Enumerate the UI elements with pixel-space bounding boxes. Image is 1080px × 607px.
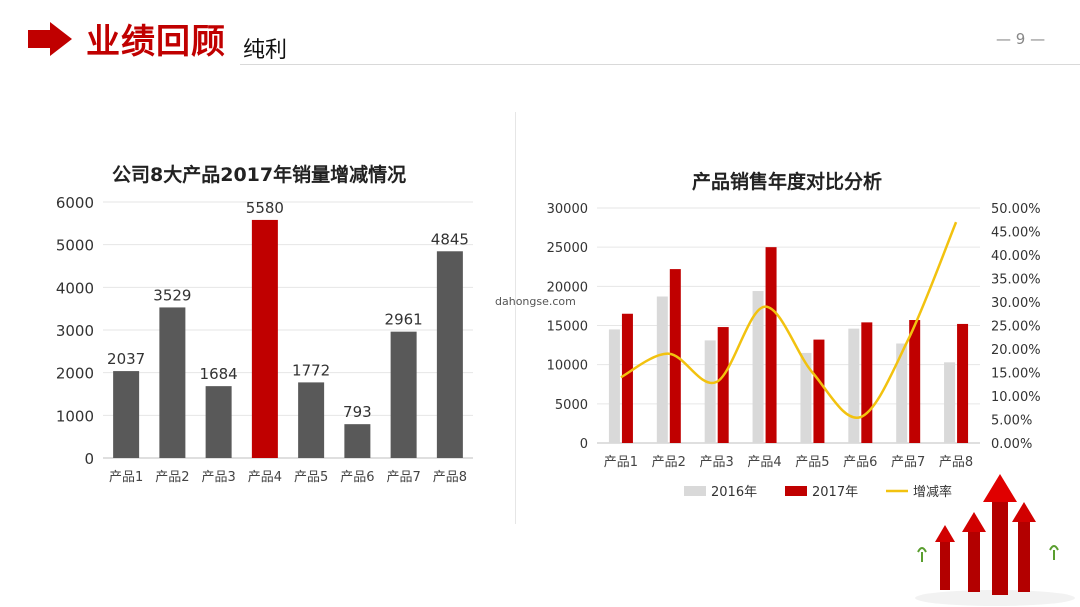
chart2-y-tick-label: 15000	[547, 320, 588, 335]
chart2-y-tick-label: 25000	[547, 241, 588, 256]
chart2-bar-2016	[800, 352, 812, 443]
chart2-y-tick-label: 30000	[547, 202, 588, 217]
chart1-bar	[390, 331, 417, 458]
chart2-y-tick-label: 5000	[555, 398, 588, 413]
chart1-data-label: 1684	[200, 365, 238, 383]
chart1-x-tick-label: 产品4	[248, 470, 282, 485]
chart2-title: 产品销售年度对比分析	[692, 171, 883, 193]
chart1-bar	[159, 307, 186, 458]
watermark-text: dahongse.com	[495, 295, 576, 308]
chart2-y2-tick-label: 40.00%	[991, 249, 1041, 264]
chart1-data-label: 5580	[246, 199, 284, 217]
chart1-x-tick-label: 产品5	[294, 470, 328, 485]
chart2-bar-2016	[752, 291, 764, 443]
chart2-x-tick-label: 产品7	[891, 455, 925, 470]
page-number: — 9 —	[996, 30, 1046, 48]
chart2-x-tick-label: 产品5	[795, 455, 829, 470]
chart2-legend-swatch	[785, 486, 807, 496]
chart2-y2-tick-label: 5.00%	[991, 414, 1032, 429]
chart2-bar-2016	[704, 340, 716, 443]
chart2-y2-tick-label: 35.00%	[991, 273, 1041, 288]
chart1-y-tick-label: 0	[84, 450, 94, 468]
chart2-y2-tick-label: 0.00%	[991, 437, 1032, 452]
chart1-bar	[436, 251, 463, 458]
chart1-data-label: 3529	[153, 286, 191, 304]
chart1-x-tick-label: 产品1	[109, 470, 143, 485]
chart1-data-label: 1772	[292, 361, 330, 379]
chart2-x-tick-label: 产品4	[747, 455, 781, 470]
chart2-bar-2017	[957, 323, 969, 443]
chart1-bar	[113, 371, 140, 458]
chart2-y-tick-label: 0	[580, 437, 588, 452]
vertical-divider	[515, 112, 516, 524]
red-arrow-icon	[28, 22, 72, 56]
chart2-bar-2016	[848, 328, 860, 443]
chart2-legend-label: 2017年	[812, 485, 858, 500]
chart2-y2-tick-label: 15.00%	[991, 367, 1041, 382]
chart2-y2-tick-label: 20.00%	[991, 343, 1041, 358]
chart2-bar-2017	[909, 320, 921, 443]
chart1-y-tick-label: 3000	[56, 322, 94, 340]
chart2-legend-label: 增减率	[913, 484, 952, 500]
chart2-x-tick-label: 产品3	[700, 455, 734, 470]
chart2-legend-label: 2016年	[711, 485, 757, 500]
chart1-x-tick-label: 产品8	[433, 470, 467, 485]
chart1-bar	[251, 219, 278, 458]
page-title: 业绩回顾	[86, 22, 226, 62]
chart1-x-tick-label: 产品2	[155, 470, 189, 485]
chart2-x-tick-label: 产品2	[652, 455, 686, 470]
chart2-bar-2017	[765, 247, 777, 443]
chart1-bar	[205, 386, 232, 458]
chart2-y2-tick-label: 25.00%	[991, 320, 1041, 335]
chart2-y-tick-label: 10000	[547, 359, 588, 374]
growth-arrows-illustration	[915, 474, 1075, 606]
chart2-bar-2017	[717, 327, 729, 443]
chart1-y-tick-label: 6000	[56, 194, 94, 212]
chart2-y2-tick-label: 30.00%	[991, 296, 1041, 311]
chart1-x-tick-label: 产品3	[201, 470, 235, 485]
chart1-x-tick-label: 产品6	[340, 470, 374, 485]
chart1-title: 公司8大产品2017年销量增减情况	[112, 164, 407, 186]
chart2-y2-tick-label: 10.00%	[991, 390, 1041, 405]
chart2-y-tick-label: 20000	[547, 280, 588, 295]
chart1-y-tick-label: 4000	[56, 279, 94, 297]
chart1-data-label: 2037	[107, 350, 145, 368]
chart1-data-label: 2961	[385, 311, 423, 329]
chart1-y-tick-label: 2000	[56, 365, 94, 383]
chart2-bar-2016	[944, 362, 956, 443]
chart1-bar	[298, 382, 325, 458]
chart1-bar	[344, 424, 371, 458]
chart2-y2-tick-label: 50.00%	[991, 202, 1041, 217]
chart2-x-tick-label: 产品1	[604, 455, 638, 470]
chart1-data-label: 4845	[431, 230, 469, 248]
chart2-bar-2016	[896, 343, 908, 443]
chart2-rate-line	[620, 221, 958, 419]
chart2-bar-2017	[621, 313, 633, 443]
chart1-data-label: 793	[343, 403, 372, 421]
chart2-x-tick-label: 产品8	[939, 455, 973, 470]
page-subtitle: 纯利	[243, 38, 288, 63]
chart2-y2-tick-label: 45.00%	[991, 226, 1041, 241]
header: 业绩回顾 纯利 — 9 —	[0, 0, 1080, 68]
chart2-bar-2016	[656, 296, 668, 443]
chart2-x-tick-label: 产品6	[843, 455, 877, 470]
chart1-y-tick-label: 1000	[56, 407, 94, 425]
header-divider	[240, 64, 1080, 65]
chart2-legend-swatch	[684, 486, 706, 496]
chart2-bar-2017	[813, 339, 825, 443]
chart1-x-tick-label: 产品7	[386, 470, 420, 485]
chart2-bar-2017	[861, 322, 873, 443]
chart1-y-tick-label: 5000	[56, 237, 94, 255]
chart2-bar-2016	[608, 329, 620, 443]
